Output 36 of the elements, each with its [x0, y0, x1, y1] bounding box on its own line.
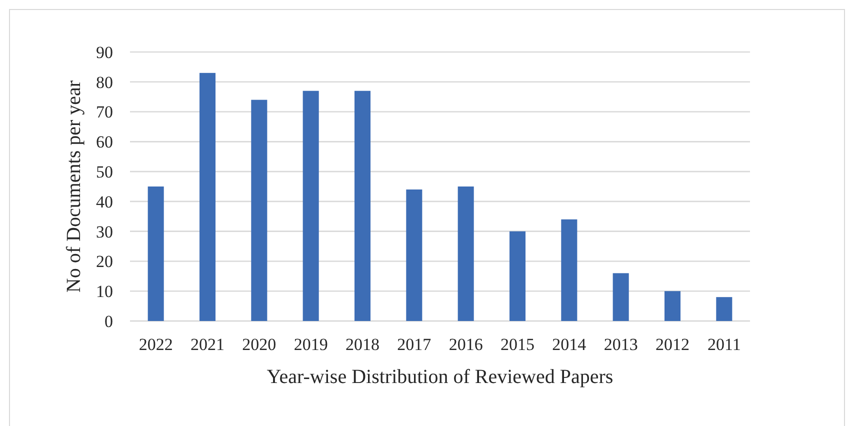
x-tick-label: 2019	[294, 335, 328, 354]
bar	[509, 231, 526, 321]
x-tick-label: 2021	[190, 335, 224, 354]
bar	[199, 72, 216, 321]
x-axis-title: Year-wise Distribution of Reviewed Papers	[266, 366, 614, 388]
bar	[664, 291, 681, 321]
bar	[302, 90, 319, 321]
bar	[561, 219, 578, 321]
y-axis-title: No of Documents per year	[63, 80, 85, 293]
x-tick-label: 2012	[656, 335, 690, 354]
y-tick-label: 30	[96, 222, 113, 242]
bar	[251, 100, 268, 321]
y-tick-label: 70	[96, 102, 113, 122]
x-tick-label: 2022	[138, 335, 173, 354]
x-tick-label: 2017	[397, 335, 432, 354]
x-tick-label: 2018	[346, 335, 380, 354]
bar	[716, 297, 732, 321]
y-tick-label: 20	[96, 252, 113, 272]
bar	[458, 186, 474, 321]
x-tick-label: 2016	[448, 335, 483, 354]
bar	[612, 273, 629, 321]
x-tick-label: 2013	[604, 335, 638, 354]
x-tick-label: 2014	[552, 335, 587, 354]
x-tick-label: 2011	[707, 335, 741, 354]
y-tick-label: 10	[96, 282, 113, 302]
y-tick-label: 90	[96, 42, 113, 62]
bar	[148, 186, 164, 321]
x-tick-label: 2020	[242, 335, 276, 354]
y-tick-label: 0	[104, 312, 113, 331]
y-tick-label: 40	[96, 192, 113, 212]
x-tick-label: 2015	[500, 335, 534, 354]
y-tick-label: 50	[96, 162, 113, 182]
y-tick-label: 60	[96, 132, 113, 152]
bar	[354, 90, 371, 321]
bar	[406, 189, 422, 321]
y-tick-label: 80	[96, 72, 113, 92]
